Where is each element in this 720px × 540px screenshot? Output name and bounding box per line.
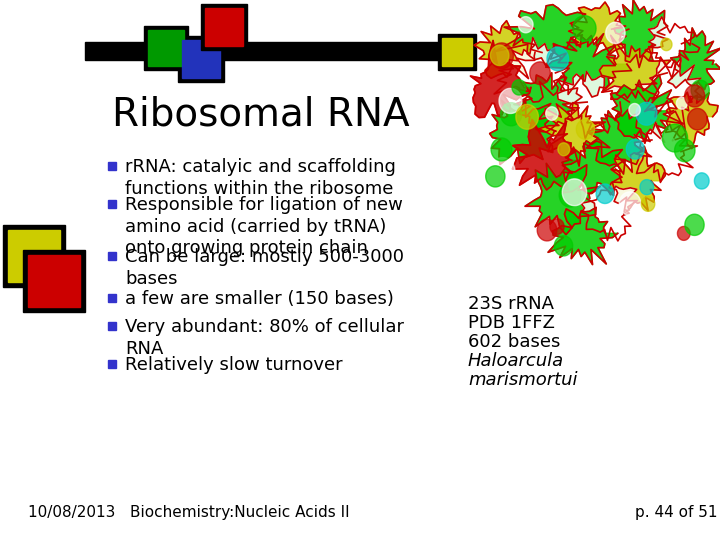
Bar xyxy=(438,34,476,70)
Bar xyxy=(144,26,188,70)
Polygon shape xyxy=(499,89,522,113)
Polygon shape xyxy=(636,57,703,132)
Polygon shape xyxy=(494,38,572,102)
Text: p. 44 of 51: p. 44 of 51 xyxy=(635,505,718,520)
Polygon shape xyxy=(659,136,675,154)
Polygon shape xyxy=(694,173,709,189)
Polygon shape xyxy=(609,146,665,214)
Polygon shape xyxy=(661,38,672,51)
Bar xyxy=(28,255,80,307)
Polygon shape xyxy=(495,5,585,66)
Polygon shape xyxy=(619,192,641,215)
Bar xyxy=(108,360,116,368)
Polygon shape xyxy=(525,164,600,235)
Polygon shape xyxy=(640,180,654,195)
Polygon shape xyxy=(558,143,570,156)
Text: rRNA: catalyic and scaffolding
functions within the ribosome: rRNA: catalyic and scaffolding functions… xyxy=(125,158,396,198)
Polygon shape xyxy=(548,207,618,265)
Polygon shape xyxy=(547,47,569,71)
Polygon shape xyxy=(513,119,578,190)
Polygon shape xyxy=(512,73,588,132)
Polygon shape xyxy=(642,197,654,211)
Polygon shape xyxy=(539,103,610,166)
Text: Can be large: mostly 500-3000
bases: Can be large: mostly 500-3000 bases xyxy=(125,248,404,287)
Polygon shape xyxy=(636,102,657,125)
Bar xyxy=(182,40,220,78)
Polygon shape xyxy=(557,72,629,139)
Polygon shape xyxy=(576,119,595,139)
Polygon shape xyxy=(596,184,614,204)
Bar xyxy=(85,42,455,60)
Bar xyxy=(148,30,184,66)
Polygon shape xyxy=(587,109,652,174)
Polygon shape xyxy=(516,104,539,129)
Text: Ribosomal RNA: Ribosomal RNA xyxy=(112,95,410,133)
Polygon shape xyxy=(490,45,509,66)
Polygon shape xyxy=(614,0,668,68)
Bar xyxy=(108,294,116,302)
Bar xyxy=(108,322,116,330)
Polygon shape xyxy=(546,33,631,97)
Polygon shape xyxy=(490,43,513,69)
Polygon shape xyxy=(685,214,704,235)
Bar xyxy=(8,230,60,282)
Bar xyxy=(3,225,65,287)
Polygon shape xyxy=(470,40,531,118)
Polygon shape xyxy=(474,21,542,79)
Polygon shape xyxy=(611,75,684,144)
Polygon shape xyxy=(569,2,629,54)
Text: Responsible for ligation of new
amino acid (carried by tRNA)
onto growing protei: Responsible for ligation of new amino ac… xyxy=(125,196,403,257)
Polygon shape xyxy=(667,28,720,90)
Polygon shape xyxy=(559,183,581,207)
Polygon shape xyxy=(691,80,709,100)
Bar xyxy=(205,8,243,46)
Bar xyxy=(178,36,224,82)
Polygon shape xyxy=(518,17,533,33)
Bar xyxy=(108,252,116,260)
Bar xyxy=(23,250,85,312)
Polygon shape xyxy=(581,186,637,241)
Text: Very abundant: 80% of cellular
RNA: Very abundant: 80% of cellular RNA xyxy=(125,318,404,357)
Polygon shape xyxy=(512,80,526,95)
Text: marismortui: marismortui xyxy=(468,371,577,389)
Bar xyxy=(108,200,116,208)
Polygon shape xyxy=(606,22,625,44)
Bar xyxy=(442,38,472,66)
Polygon shape xyxy=(600,35,671,103)
Polygon shape xyxy=(491,138,512,161)
Polygon shape xyxy=(562,141,626,195)
Polygon shape xyxy=(678,226,690,240)
Text: Haloarcula: Haloarcula xyxy=(468,352,564,370)
Polygon shape xyxy=(685,85,705,107)
Polygon shape xyxy=(675,139,695,161)
Polygon shape xyxy=(626,139,644,159)
Text: PDB 1FFZ: PDB 1FFZ xyxy=(468,314,555,332)
Polygon shape xyxy=(537,219,557,241)
Polygon shape xyxy=(688,109,707,130)
Text: Relatively slow turnover: Relatively slow turnover xyxy=(125,356,343,374)
Polygon shape xyxy=(676,97,688,109)
Polygon shape xyxy=(573,16,596,41)
Text: a few are smaller (150 bases): a few are smaller (150 bases) xyxy=(125,290,394,308)
Polygon shape xyxy=(490,99,556,165)
Polygon shape xyxy=(500,103,522,126)
Text: 10/08/2013   Biochemistry:Nucleic Acids II: 10/08/2013 Biochemistry:Nucleic Acids II xyxy=(28,505,350,520)
Polygon shape xyxy=(530,62,550,84)
Polygon shape xyxy=(490,158,515,185)
Polygon shape xyxy=(486,166,505,187)
Polygon shape xyxy=(554,236,572,256)
Bar xyxy=(108,162,116,170)
Text: 23S rRNA: 23S rRNA xyxy=(468,295,554,313)
Polygon shape xyxy=(662,124,688,152)
Polygon shape xyxy=(629,104,640,116)
Bar xyxy=(201,4,247,50)
Polygon shape xyxy=(550,219,564,234)
Polygon shape xyxy=(634,123,698,183)
Text: 602 bases: 602 bases xyxy=(468,333,560,351)
Polygon shape xyxy=(645,17,700,68)
Polygon shape xyxy=(562,179,587,206)
Polygon shape xyxy=(546,107,558,120)
Polygon shape xyxy=(665,92,718,148)
